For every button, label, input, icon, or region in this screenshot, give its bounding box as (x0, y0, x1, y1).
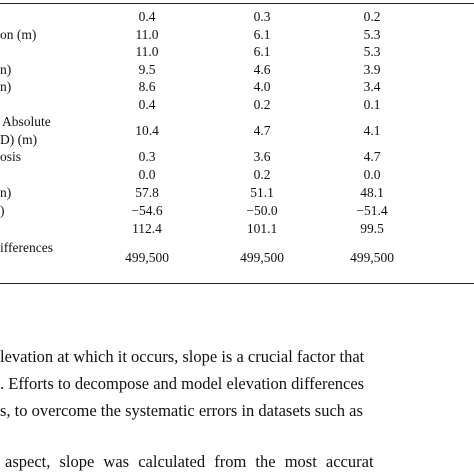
table-cell: 4.6 (253, 62, 271, 77)
table-cell: 499,500 (350, 250, 394, 265)
paragraph-line: s, to overcome the systematic errors in … (0, 401, 363, 420)
paragraph-line: aspect, slope was calculated from the mo… (5, 452, 374, 471)
table-cell: 3.6 (253, 149, 271, 164)
table-cell: 4.0 (253, 79, 271, 94)
table-cell: 6.1 (253, 27, 271, 42)
row-label: n) (0, 79, 12, 94)
row-label: ) (0, 203, 5, 218)
table-cell: 10.4 (135, 123, 159, 138)
table-cell: 48.1 (360, 185, 384, 200)
table-cell: 0.4 (138, 9, 156, 24)
table-cell: 0.2 (253, 97, 271, 112)
row-label: Absolute (2, 114, 51, 129)
row-label: ifferences (0, 240, 53, 255)
table-cell: 6.1 (253, 44, 271, 59)
table-cell: 499,500 (125, 250, 169, 265)
table-cell: −51.4 (356, 203, 388, 218)
row-label: n) (0, 62, 12, 77)
table-cell: 0.0 (363, 167, 381, 182)
table-cell: 3.4 (363, 79, 381, 94)
table-cell: 8.6 (138, 79, 156, 94)
table-cell: 9.5 (138, 62, 156, 77)
row-label: D) (m) (0, 132, 38, 147)
table-cell: −50.0 (246, 203, 278, 218)
table-cell: 3.9 (363, 62, 381, 77)
table-cell: −54.6 (131, 203, 163, 218)
table-cell: 499,500 (240, 250, 284, 265)
table-cell: 0.2 (363, 9, 381, 24)
paragraph-line: levation at which it occurs, slope is a … (0, 347, 365, 366)
table-cell: 11.0 (135, 44, 159, 59)
paragraph-line: . Efforts to decompose and model elevati… (0, 374, 365, 393)
table-cell: 0.3 (138, 149, 156, 164)
table-cell: 99.5 (360, 221, 384, 236)
table-cell: 112.4 (132, 221, 162, 236)
table-cell: 57.8 (135, 185, 159, 200)
row-label: on (m) (0, 27, 37, 42)
table-cell: 0.4 (138, 97, 156, 112)
table-cell: 51.1 (250, 185, 274, 200)
table-cell: 0.0 (138, 167, 156, 182)
row-label: osis (0, 149, 22, 164)
table-cell: 4.7 (363, 149, 381, 164)
table-cell: 0.3 (253, 9, 271, 24)
table-cell: 0.2 (253, 167, 271, 182)
table-cell: 5.3 (363, 44, 381, 59)
row-label: n) (0, 185, 12, 200)
table-cell: 11.0 (135, 27, 159, 42)
table-bottom-rule (0, 283, 474, 284)
table-cell: 5.3 (363, 27, 381, 42)
table-cell: 4.7 (253, 123, 271, 138)
table-cell: 0.1 (363, 97, 381, 112)
table-top-rule (0, 3, 474, 4)
table-cell: 4.1 (363, 123, 381, 138)
table-cell: 101.1 (246, 221, 278, 236)
